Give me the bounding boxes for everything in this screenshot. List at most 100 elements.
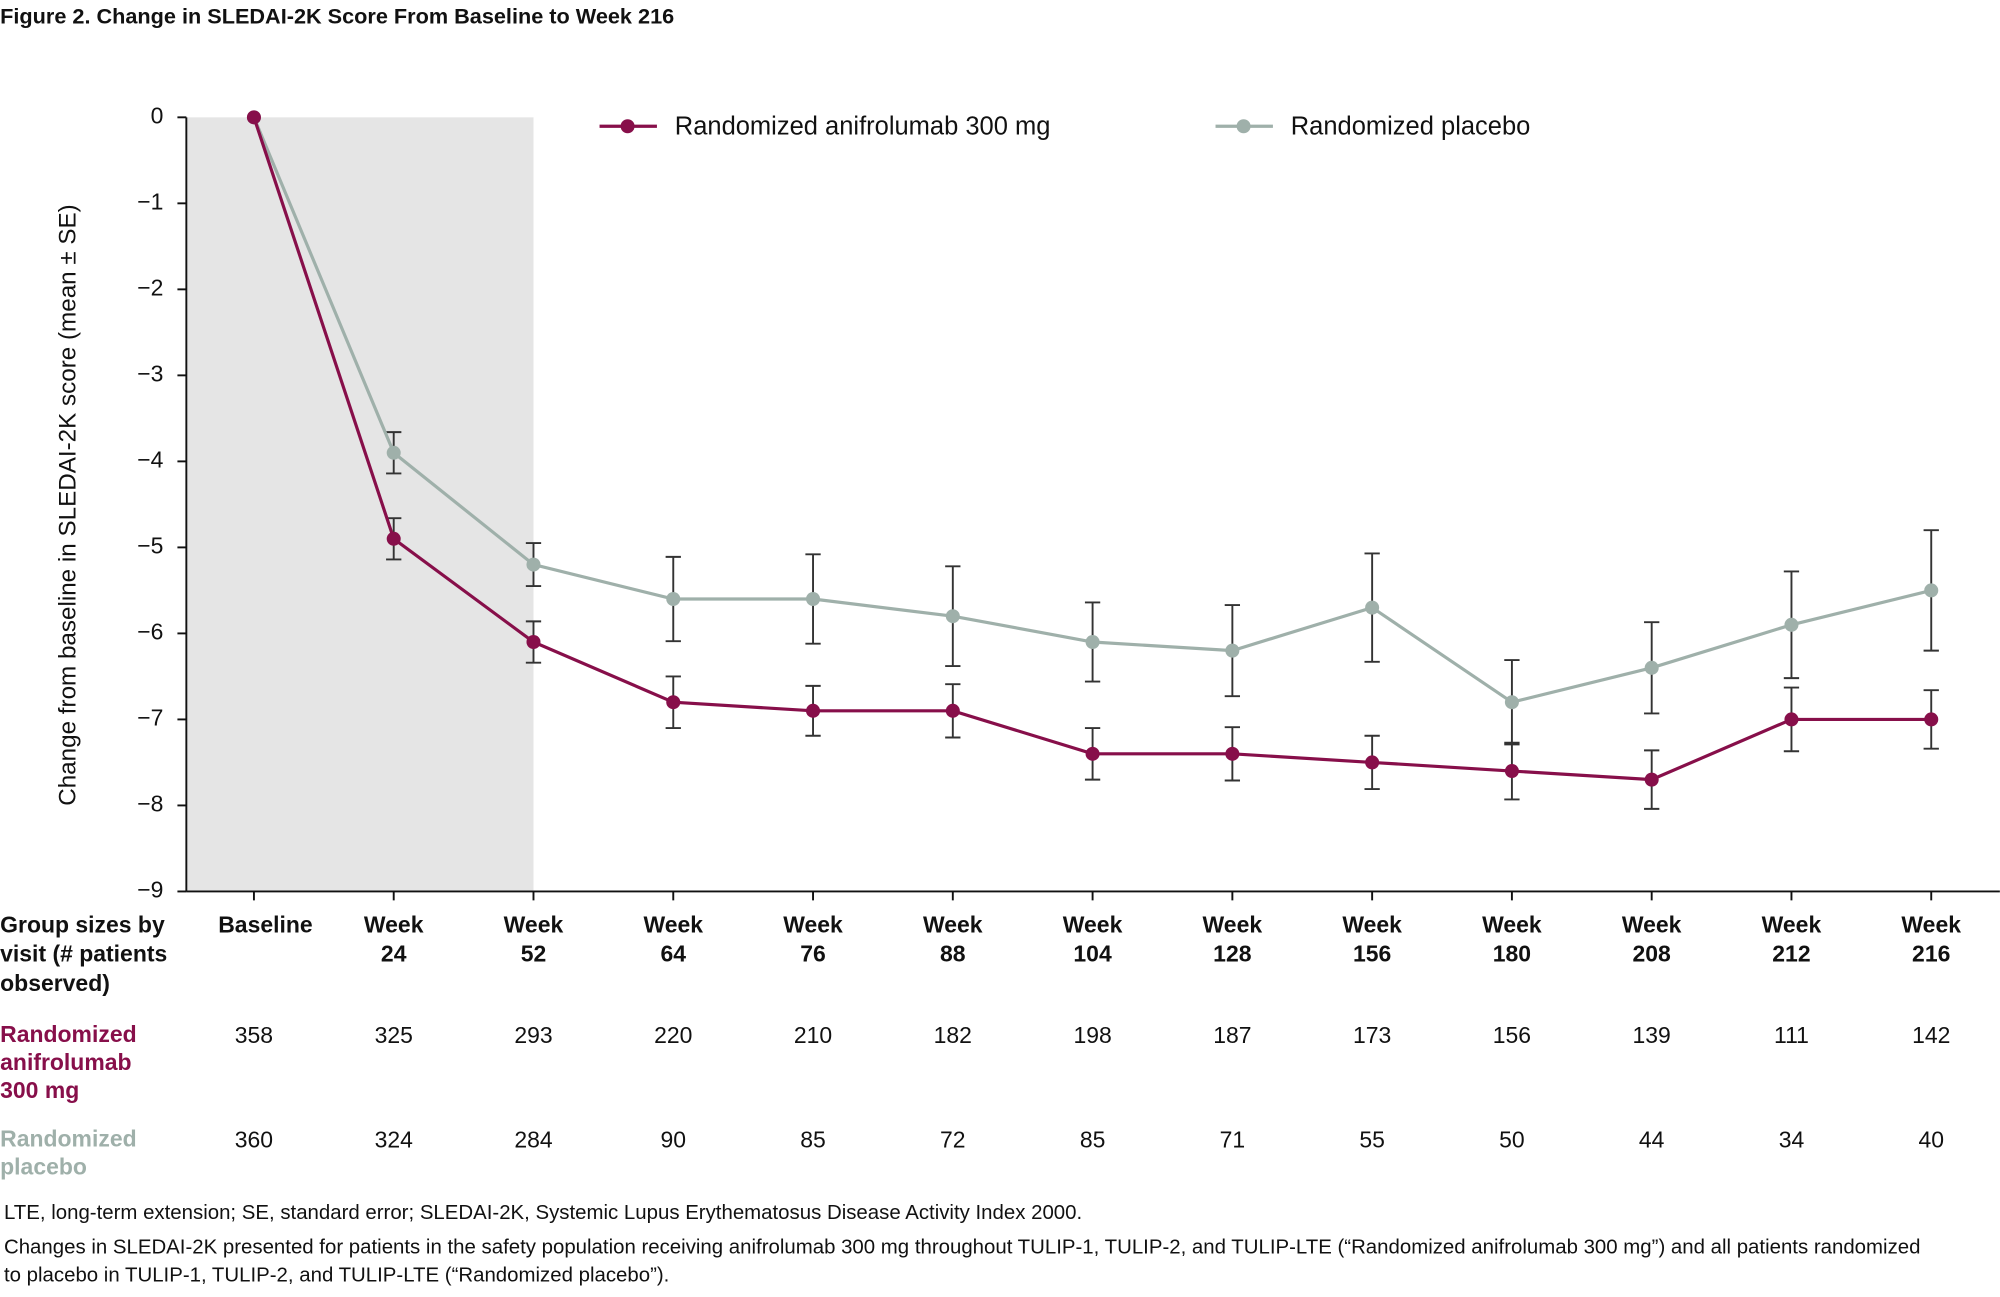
chart-title: Figure 2. Change in SLEDAI-2K Score From… (0, 4, 674, 29)
table-cell: 284 (514, 1126, 553, 1152)
row-label-box: Randomized anifrolumab 300 mg (0, 1021, 137, 1104)
marker (806, 703, 821, 718)
x-tick-label-box: Baseline (218, 911, 313, 938)
row-label-box: Randomized placebo (0, 1126, 137, 1180)
marker (1085, 746, 1100, 761)
table-cell: 325 (375, 1022, 413, 1048)
marker (1784, 712, 1799, 727)
y-axis-label: Change from baseline in SLEDAI-2K score … (54, 204, 81, 806)
footnote: LTE, long-term extension; SE, standard e… (3, 1202, 1083, 1225)
marker (1504, 695, 1519, 710)
x-tick-label-box: Week 104 (1062, 911, 1123, 967)
marker (1644, 772, 1659, 787)
marker (526, 634, 541, 650)
y-tick-label: −5 (137, 532, 163, 558)
footnote: Changes in SLEDAI-2K presented for patie… (3, 1237, 1921, 1287)
y-tick-label: 0 (151, 102, 164, 128)
table-cell: 173 (1353, 1022, 1391, 1048)
table-cell: 210 (794, 1022, 832, 1048)
x-tick-label: Week 208 (1621, 911, 1682, 967)
table-cell: 90 (661, 1126, 687, 1152)
x-tick-label: Week 52 (503, 911, 564, 967)
marker (1644, 660, 1659, 675)
legend-label: Randomized placebo (1291, 112, 1531, 140)
footnote-box: LTE, long-term extension; SE, standard e… (3, 1202, 1083, 1225)
x-tick-label-box: Week 180 (1482, 911, 1542, 967)
x-tick-label: Week 128 (1202, 911, 1263, 967)
marker (1365, 600, 1380, 615)
table-cell: 71 (1220, 1126, 1246, 1152)
marker (1085, 634, 1100, 650)
x-tick-label-box: Week 24 (363, 911, 424, 967)
marker (386, 445, 401, 460)
marker (806, 591, 821, 607)
x-tick-label: Week 64 (643, 911, 704, 967)
x-tick-label-box: Week 212 (1761, 911, 1822, 967)
y-tick-label: −2 (137, 274, 163, 300)
legend-marker (620, 119, 635, 134)
x-tick-label-box: Week 208 (1621, 911, 1682, 967)
legend-label: Randomized anifrolumab 300 mg (675, 112, 1051, 140)
y-tick-label: −3 (137, 360, 163, 386)
table-cell: 220 (654, 1022, 692, 1048)
table-cell: 55 (1359, 1126, 1385, 1152)
shaded-region (186, 117, 534, 892)
y-tick-label: −1 (137, 188, 163, 214)
table-cell: 50 (1499, 1126, 1525, 1152)
marker (1784, 617, 1799, 632)
marker (945, 703, 960, 718)
x-tick-label: Week 24 (363, 911, 424, 967)
marker (1924, 712, 1939, 727)
row-label: Randomized placebo (0, 1126, 137, 1180)
legend-marker (1236, 119, 1251, 134)
table-cell: 187 (1213, 1022, 1251, 1048)
marker (386, 531, 401, 546)
x-tick-label: Week 216 (1901, 911, 1961, 967)
x-tick-label: Baseline (218, 911, 313, 938)
table-cell: 40 (1918, 1126, 1944, 1152)
table-header-box: Group sizes by visit (# patients observe… (0, 911, 168, 997)
table-cell: 156 (1493, 1022, 1531, 1048)
x-tick-label: Week 76 (783, 911, 843, 967)
table-cell: 182 (934, 1022, 972, 1048)
table-cell: 360 (235, 1126, 273, 1152)
table-cell: 142 (1912, 1022, 1950, 1048)
table-cell: 293 (514, 1022, 552, 1048)
table-cell: 85 (800, 1126, 826, 1152)
marker (666, 695, 681, 710)
table-cell: 44 (1639, 1126, 1665, 1152)
marker (1504, 764, 1519, 779)
x-tick-label-box: Week 128 (1202, 911, 1263, 967)
x-tick-label: Week 212 (1761, 911, 1822, 967)
x-tick-label-box: Week 156 (1342, 911, 1402, 967)
table-cell: 358 (235, 1022, 273, 1048)
x-tick-label-box: Week 64 (643, 911, 704, 967)
x-tick-label: Week 88 (923, 911, 983, 967)
marker (1225, 746, 1240, 761)
x-tick-label: Week 180 (1482, 911, 1542, 967)
table-cell: 139 (1633, 1022, 1671, 1048)
x-tick-label-box: Week 216 (1901, 911, 1961, 967)
row-label: Randomized anifrolumab 300 mg (0, 1021, 137, 1104)
x-tick-label: Week 156 (1342, 911, 1402, 967)
marker (1225, 643, 1240, 658)
table-header: Group sizes by visit (# patients observe… (0, 911, 168, 997)
x-tick-label-box: Week 52 (503, 911, 564, 967)
table-cell: 34 (1779, 1126, 1805, 1152)
table-cell: 85 (1080, 1126, 1106, 1152)
y-tick-label: −6 (137, 618, 163, 644)
table-cell: 324 (375, 1126, 414, 1152)
table-cell: 198 (1073, 1022, 1111, 1048)
x-tick-label-box: Week 88 (923, 911, 983, 967)
x-tick-label: Week 104 (1062, 911, 1123, 967)
table-cell: 111 (1774, 1022, 1809, 1048)
marker (945, 609, 960, 624)
y-tick-label: −8 (137, 790, 163, 816)
y-tick-label: −4 (137, 446, 163, 472)
table-cell: 72 (940, 1126, 966, 1152)
y-tick-label: −9 (137, 877, 163, 903)
y-tick-label: −7 (137, 704, 163, 730)
marker (1365, 755, 1380, 770)
